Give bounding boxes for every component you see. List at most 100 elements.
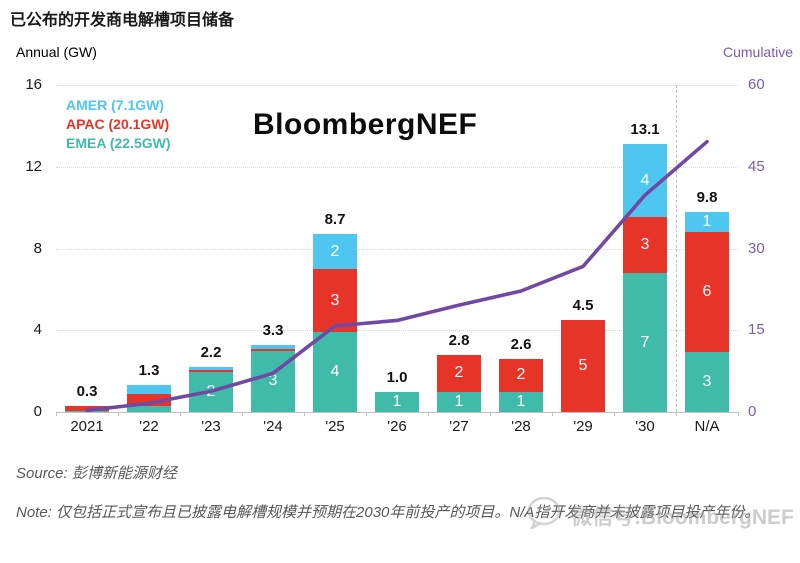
legend-item: APAC (20.1GW) [66, 116, 170, 132]
x-axis-tickmark [118, 412, 119, 416]
gridline [56, 85, 738, 86]
x-axis-tickmark [304, 412, 305, 416]
left-axis-title: Annual (GW) [16, 44, 97, 60]
x-axis-tickmark [428, 412, 429, 416]
y-axis-tick-right: 45 [748, 157, 765, 175]
bar-total-label: 8.7 [324, 211, 346, 229]
x-axis-tickmark [614, 412, 615, 416]
bar-segment-label: 4 [330, 363, 340, 381]
bloombergnef-watermark: BloombergNEF [253, 108, 478, 141]
bar-segment-apac: 2 [437, 354, 481, 392]
x-axis-tickmark [552, 412, 553, 416]
chart-legend: AMER (7.1GW) APAC (20.1GW) EMEA (22.5GW) [66, 96, 171, 153]
bar-segment-emea: 3 [251, 350, 295, 412]
chart-title: 已公布的开发商电解槽项目储备 [10, 12, 235, 29]
bar-segment-label: 2 [516, 366, 526, 384]
x-tick-label: '29 [573, 418, 593, 435]
bar-total-label: 2.6 [510, 335, 532, 353]
x-tick-label: '25 [325, 418, 345, 435]
bar-segment-label: 1 [454, 392, 464, 410]
wechat-watermark: 微信号:BloombergNEF [525, 492, 794, 539]
cumulative-line [85, 139, 709, 413]
bar-segment-label: 3 [330, 291, 340, 309]
bar-segment-emea: 7 [623, 273, 667, 412]
bar-total-label: 13.1 [630, 121, 660, 139]
bar-segment-label: 1 [392, 392, 402, 410]
y-axis-tick-right: 30 [748, 239, 765, 257]
x-tick-label: '22 [139, 418, 159, 435]
x-tick-label: 2021 [70, 418, 104, 435]
note-text: Note: 仅包括正式宣布且已披露电解槽规模并预期在2030年前投产的项目。N/… [16, 504, 760, 521]
x-tick-label: '27 [449, 418, 469, 435]
bar-segment-apac: 3 [313, 268, 357, 333]
wechat-watermark-text: 微信号:BloombergNEF [571, 505, 794, 529]
bar-segment-label: 7 [640, 333, 650, 351]
gridline [56, 330, 738, 332]
x-tick-label: '24 [263, 418, 283, 435]
gridline [56, 248, 738, 250]
bar-segment-amer [251, 344, 295, 349]
y-axis-tick-right: 0 [748, 403, 757, 420]
plot-area: 0.3 1.3 2 2.2 3 3.3 4 3 2 8.7 1 1.0 1 2 2.8 1 2 2.6 5 4.5 7 3… [56, 85, 739, 416]
bar-segment-label: 6 [702, 282, 712, 300]
legend-item: AMER (7.1GW) [66, 97, 164, 113]
bar-total-label: 3.3 [262, 321, 284, 339]
bar-segment-label: 3 [702, 372, 712, 390]
na-separator-line [676, 85, 677, 412]
bar-segment-label: 2 [330, 242, 340, 260]
bar-total-label: 1.0 [386, 368, 408, 386]
bar-segment-emea: 1 [499, 391, 543, 412]
x-axis-tickmark [738, 412, 739, 416]
legend-item: EMEA (22.5GW) [66, 135, 171, 151]
bar-segment-apac: 6 [685, 232, 729, 352]
bar-segment-emea: 1 [375, 391, 419, 412]
x-axis-tickmark [242, 412, 243, 416]
wechat-icon [525, 492, 567, 539]
y-axis-tick-right: 15 [748, 321, 765, 339]
y-axis-tick-left: 4 [33, 321, 42, 339]
bar-segment-apac [189, 370, 233, 373]
bar-segment-apac: 2 [499, 358, 543, 392]
bar-segment-label: 5 [578, 357, 588, 375]
x-axis-tickmark [490, 412, 491, 416]
bar-segment-amer [127, 385, 171, 394]
x-tick-label: '23 [201, 418, 221, 435]
bar-segment-apac: 5 [561, 320, 605, 412]
bar-total-label: 2.8 [448, 331, 470, 349]
source-text: Source: 彭博新能源财经 [16, 465, 177, 482]
bar-total-label: 9.8 [696, 188, 718, 206]
bar-segment-label: 3 [640, 235, 650, 253]
bar-segment-label: 1 [516, 392, 526, 410]
x-axis-line [56, 412, 738, 413]
bar-segment-emea: 4 [313, 332, 357, 412]
x-axis-tickmark [676, 412, 677, 416]
y-axis-tick-left: 12 [25, 157, 42, 175]
right-axis-title: Cumulative [722, 44, 793, 60]
bar-segment-emea: 1 [437, 391, 481, 412]
bar-total-label: 2.2 [200, 344, 222, 362]
x-axis-tickmark [180, 412, 181, 416]
bar-segment-label: 2 [454, 364, 464, 382]
bar-segment-amer [189, 367, 233, 371]
bar-total-label: 1.3 [138, 362, 160, 380]
bar-total-label: 0.3 [76, 382, 98, 400]
bar-segment-apac: 3 [623, 216, 667, 274]
gridline [56, 166, 738, 168]
bar-segment-amer: 1 [685, 211, 729, 233]
bar-segment-label: 4 [640, 171, 650, 189]
bar-total-label: 4.5 [572, 297, 594, 315]
x-tick-label: '30 [635, 418, 655, 435]
bar-segment-apac [65, 405, 109, 411]
bar-segment-label: 1 [702, 212, 712, 230]
y-axis-tick-right: 60 [748, 76, 765, 93]
x-tick-label: N/A [694, 418, 720, 435]
x-axis-tickmark [56, 412, 57, 416]
bar-segment-amer: 2 [313, 234, 357, 269]
x-axis-tickmark [366, 412, 367, 416]
y-axis-tick-left: 16 [25, 76, 42, 93]
y-axis-tick-left: 8 [33, 239, 42, 257]
bar-segment-emea: 3 [685, 351, 729, 412]
x-tick-label: '26 [387, 418, 407, 435]
bar-segment-apac [251, 348, 295, 351]
